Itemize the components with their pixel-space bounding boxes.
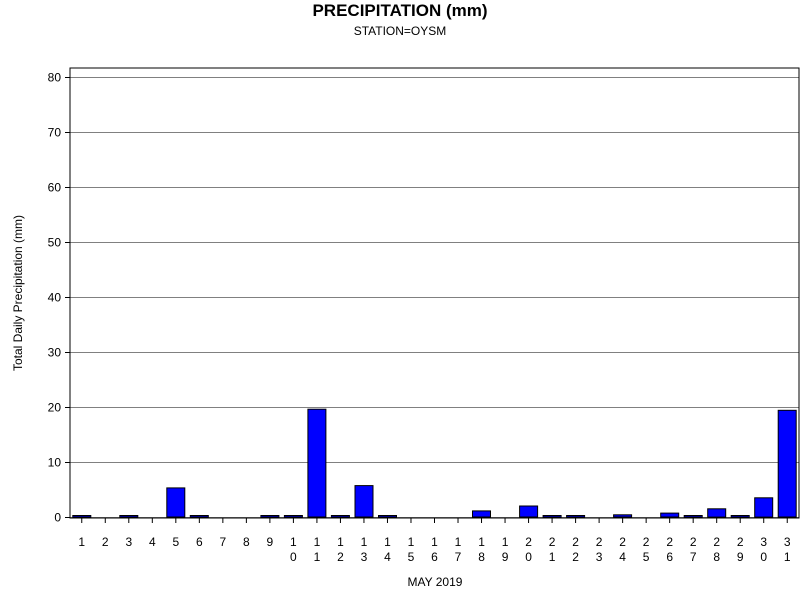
x-tick-label-3: 3 bbox=[125, 535, 132, 549]
y-tick-label: 20 bbox=[48, 401, 62, 415]
x-axis-label: MAY 2019 bbox=[408, 575, 463, 589]
x-tick-label-9: 9 bbox=[267, 535, 274, 549]
y-tick-label: 0 bbox=[54, 511, 61, 525]
bar-day-10 bbox=[283, 515, 303, 518]
bar-day-20 bbox=[519, 505, 539, 518]
bar-day-24 bbox=[613, 514, 633, 518]
bar-day-18 bbox=[472, 510, 491, 518]
bar-day-9 bbox=[260, 515, 280, 518]
bar-day-5 bbox=[166, 487, 186, 518]
bar-day-22 bbox=[566, 515, 586, 518]
y-tick-label: 80 bbox=[48, 71, 62, 85]
chart-title: PRECIPITATION (mm) bbox=[312, 1, 488, 20]
plot-area-frame bbox=[69, 67, 800, 519]
x-tick-label-4: 4 bbox=[149, 535, 156, 549]
x-tick-label-7: 7 bbox=[220, 535, 227, 549]
bar-day-14 bbox=[378, 515, 397, 518]
bar-day-3 bbox=[119, 515, 139, 518]
y-tick-label: 50 bbox=[48, 236, 62, 250]
gridlines bbox=[70, 77, 799, 518]
bar-day-28 bbox=[707, 508, 727, 518]
y-tick-label: 30 bbox=[48, 346, 62, 360]
y-tick-label: 10 bbox=[48, 456, 62, 470]
bar-day-1 bbox=[72, 515, 92, 518]
bar-day-11 bbox=[307, 408, 327, 518]
x-tick-label-2: 2 bbox=[102, 535, 109, 549]
bars bbox=[72, 408, 797, 518]
bar-day-26 bbox=[660, 512, 680, 518]
y-axis-ticks: 0 10 20 30 40 50 60 70 80 bbox=[48, 71, 70, 525]
x-tick-label-8: 8 bbox=[243, 535, 250, 549]
y-tick-label: 60 bbox=[48, 181, 62, 195]
x-tick-label-1: 1 bbox=[78, 535, 85, 549]
y-tick-label: 40 bbox=[48, 291, 62, 305]
bar-day-12 bbox=[330, 515, 350, 518]
y-tick-label: 70 bbox=[48, 126, 62, 140]
x-tick-label-6: 6 bbox=[196, 535, 203, 549]
bar-day-27 bbox=[683, 515, 703, 518]
bar-day-30 bbox=[754, 497, 774, 518]
y-axis-label: Total Daily Precipitation (mm) bbox=[11, 215, 25, 371]
chart-subtitle: STATION=OYSM bbox=[353, 24, 447, 38]
x-tick-label-5: 5 bbox=[172, 535, 179, 549]
bar-day-31 bbox=[777, 409, 797, 518]
bar-day-21 bbox=[542, 515, 562, 518]
bar-day-13 bbox=[354, 485, 374, 518]
bar-day-29 bbox=[730, 515, 750, 518]
x-axis-ticks: 1 2 3 4 5 6 7 8 9 1 01 11 21 31 41 51 61 71 81 92 02 12 22 32 42… bbox=[78, 518, 791, 564]
bar-day-6 bbox=[189, 515, 209, 518]
